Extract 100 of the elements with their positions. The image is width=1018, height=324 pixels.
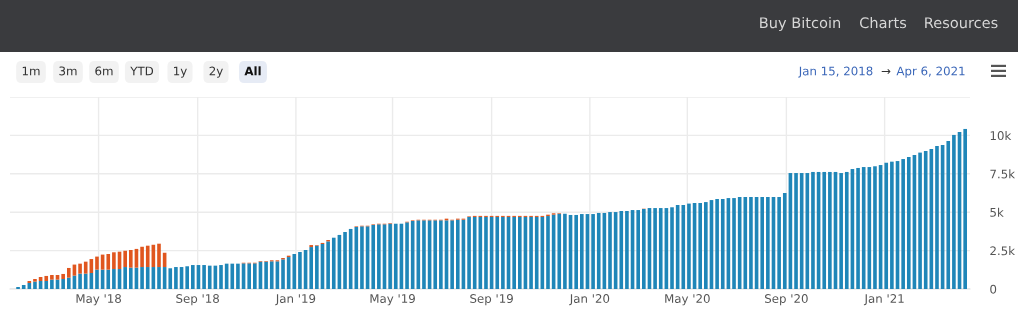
bar (743, 196, 748, 289)
bar (112, 252, 116, 270)
y-tick-label: 10k (990, 130, 1012, 141)
bar (861, 167, 866, 289)
bar (61, 273, 65, 280)
bar (140, 267, 144, 289)
x-tick-label: Sep '19 (470, 294, 513, 306)
bar (698, 202, 703, 289)
bar (546, 216, 550, 289)
x-tick-label: Jan '19 (275, 294, 316, 306)
bar (371, 224, 376, 289)
bar (230, 263, 235, 289)
text: YTD (130, 66, 154, 76)
bar (191, 265, 195, 289)
bar (269, 261, 274, 289)
text: 6m (95, 66, 113, 76)
bar (732, 198, 736, 289)
bar (247, 263, 252, 289)
bar (253, 263, 257, 289)
bar (517, 216, 522, 289)
bar (309, 245, 314, 248)
bar (704, 202, 708, 289)
bar (83, 261, 88, 274)
bar (393, 223, 398, 289)
bar (658, 208, 663, 289)
bar (608, 212, 612, 289)
bar (839, 173, 843, 289)
bar (50, 279, 54, 289)
bar (822, 171, 827, 289)
bar (331, 237, 336, 289)
bar (33, 281, 37, 289)
bar (21, 285, 26, 289)
bar (106, 253, 111, 270)
bar (140, 246, 144, 268)
x-tick-label: Sep '18 (176, 294, 219, 306)
bar (33, 279, 37, 282)
text: Charts (859, 16, 907, 29)
bar (78, 263, 82, 274)
bar (202, 265, 206, 289)
bar (292, 253, 297, 289)
bar (534, 216, 539, 289)
bar (236, 263, 240, 289)
bar (157, 243, 161, 268)
text: 1y (174, 66, 187, 78)
bar (811, 171, 815, 289)
bar (636, 210, 640, 289)
bar (760, 196, 765, 289)
bar (715, 198, 719, 289)
bar (439, 220, 443, 289)
bar (66, 277, 71, 289)
bar (106, 269, 111, 289)
bar (50, 275, 54, 280)
bar (563, 213, 567, 289)
bar (963, 128, 967, 289)
bar (884, 162, 889, 289)
bar (264, 261, 268, 289)
bar (207, 265, 212, 289)
bar (95, 256, 99, 270)
text: Apr 6, 2021 (896, 66, 965, 78)
text: Resources (925, 17, 998, 29)
bar (298, 251, 302, 289)
bar (828, 171, 832, 289)
y-tick-label: 2.5k (990, 246, 1016, 256)
bar (44, 281, 49, 289)
bar (596, 212, 601, 289)
bar (918, 152, 922, 289)
bar (354, 226, 359, 289)
bar (281, 259, 285, 289)
text: 1m (22, 66, 40, 76)
text: → (881, 69, 891, 75)
bar (901, 159, 905, 289)
bar (681, 204, 686, 289)
bar (145, 245, 150, 268)
bar (720, 198, 725, 289)
bar (145, 267, 150, 289)
bar (66, 267, 71, 278)
bar (591, 214, 595, 289)
bar (574, 214, 578, 289)
x-tick-label: May '19 (370, 294, 415, 306)
bar (653, 208, 657, 289)
bar (484, 216, 488, 289)
bar (873, 166, 877, 289)
bar (405, 222, 409, 289)
y-tick-label: 0 (990, 284, 997, 294)
text: Jan 15, 2018 (798, 66, 873, 78)
bar (128, 267, 133, 289)
bar (467, 216, 471, 289)
bar (512, 216, 516, 289)
bar (749, 196, 753, 289)
bar (794, 173, 798, 289)
bar (625, 210, 629, 289)
bar (642, 208, 646, 289)
bar (83, 273, 88, 289)
bar (923, 151, 928, 289)
bar (377, 224, 381, 289)
bar (450, 220, 454, 289)
bar (580, 214, 584, 289)
text: All (244, 66, 261, 76)
bar (112, 269, 116, 289)
bar (326, 241, 330, 289)
